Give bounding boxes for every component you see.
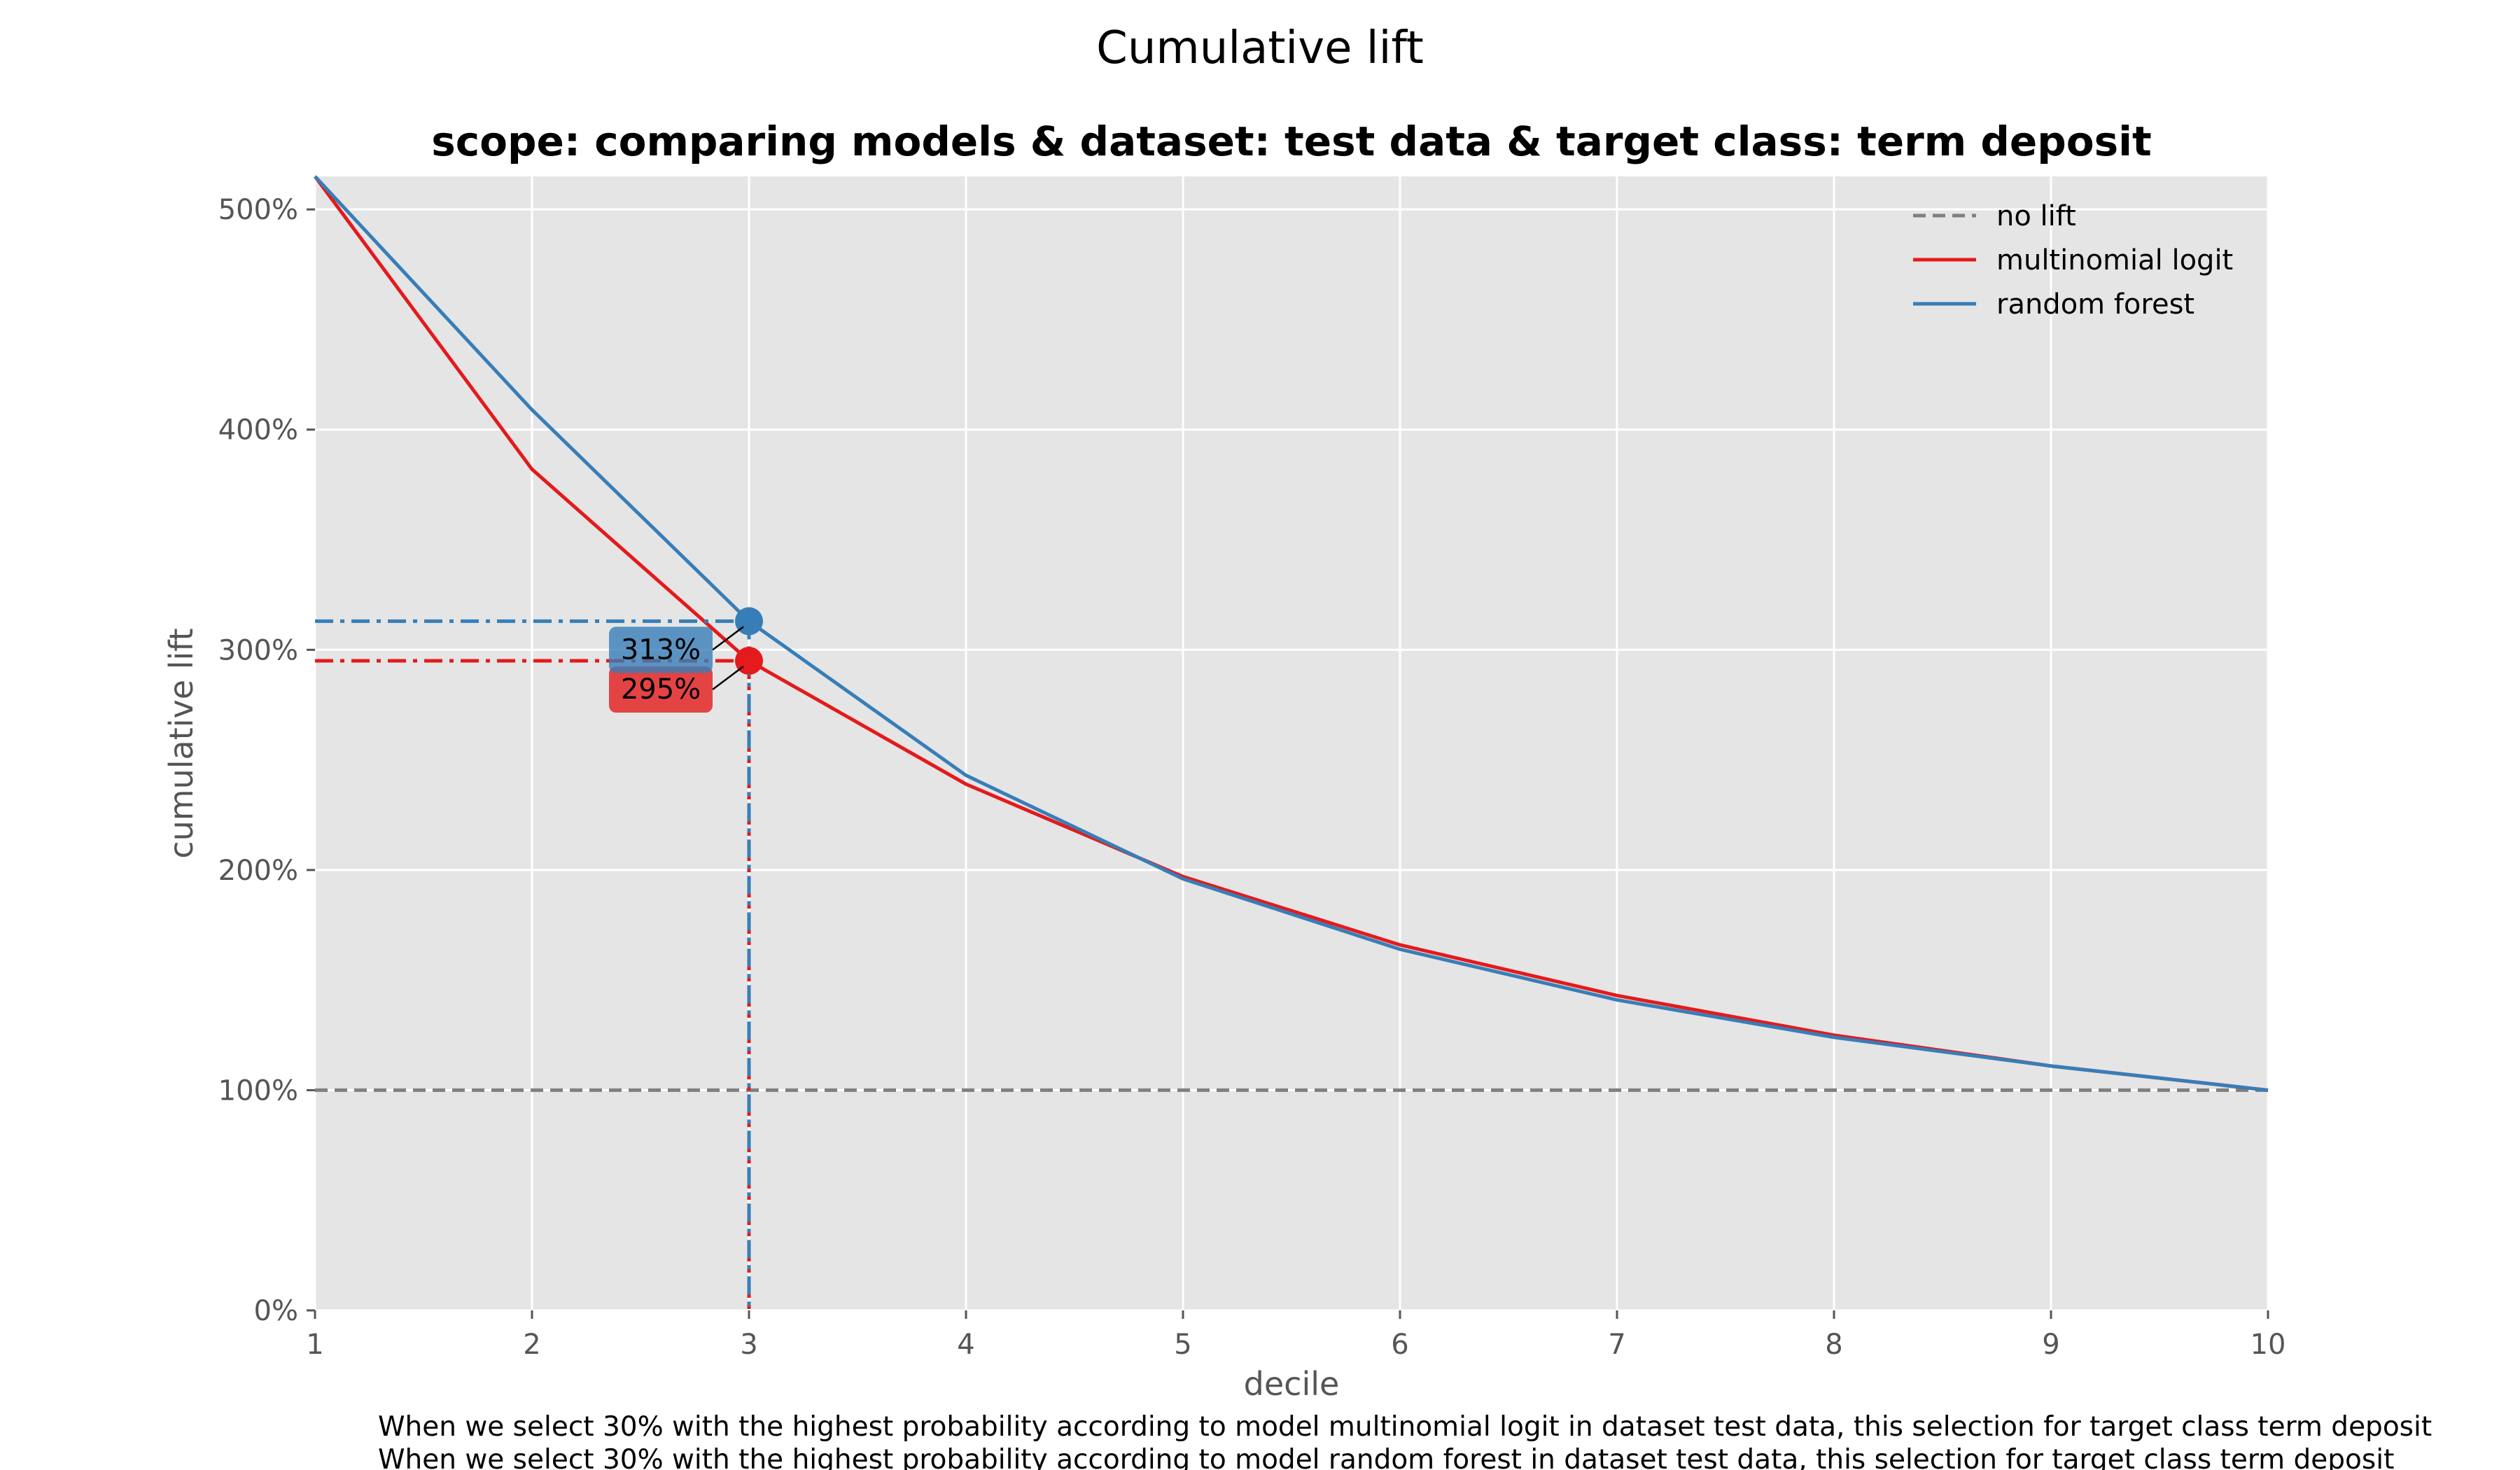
legend: no lift multinomial logit random forest bbox=[1913, 200, 2233, 321]
x-tick-label: 5 bbox=[1174, 1329, 1191, 1361]
y-tick-label: 300% bbox=[218, 634, 298, 666]
x-tick-label: 7 bbox=[1608, 1329, 1625, 1361]
y-tick-label: 400% bbox=[218, 414, 298, 447]
annotation-arrow bbox=[712, 666, 744, 691]
x-tick-label: 3 bbox=[740, 1329, 757, 1361]
axes: 1 2 3 4 5 6 7 8 9 100%100%200%300%400%500% bbox=[218, 194, 2286, 1361]
x-tick-label: 6 bbox=[1391, 1329, 1408, 1361]
x-tick-label: 9 bbox=[2042, 1329, 2059, 1361]
y-tick-label: 100% bbox=[218, 1074, 298, 1107]
series-line-random-forest bbox=[314, 175, 2269, 1092]
figure-suptitle: Cumulative lift bbox=[1096, 22, 1424, 74]
x-tick-label: 4 bbox=[957, 1329, 974, 1361]
y-tick-label: 0% bbox=[254, 1295, 298, 1327]
x-tick-label: 10 bbox=[2250, 1329, 2286, 1361]
annotation-label-box bbox=[609, 666, 713, 713]
chart-title: scope: comparing models & dataset: test … bbox=[431, 118, 2152, 165]
y-tick-label: 200% bbox=[218, 855, 298, 887]
legend-label: random forest bbox=[1996, 288, 2194, 321]
x-tick-label: 1 bbox=[306, 1329, 323, 1361]
x-axis-label: decile bbox=[1244, 1365, 1340, 1403]
footnote-line-2: When we select 30% with the highest prob… bbox=[378, 1444, 2394, 1470]
annotation-arrow bbox=[712, 626, 744, 651]
x-tick-label: 8 bbox=[1825, 1329, 1842, 1361]
annotation-label: 313% bbox=[621, 634, 701, 666]
annotations: 295% 313% bbox=[315, 607, 763, 1310]
annotation-label: 295% bbox=[621, 673, 701, 706]
y-tick-label: 500% bbox=[218, 194, 298, 226]
annotation-label-box bbox=[609, 626, 713, 673]
series-group bbox=[313, 175, 2269, 1092]
plot-area: 1 2 3 4 5 6 7 8 9 100%100%200%300%400%500% 295%31… bbox=[218, 175, 2286, 1361]
legend-label: no lift bbox=[1996, 200, 2076, 232]
y-axis-label: cumulative lift bbox=[162, 628, 200, 858]
plot-background bbox=[315, 176, 2268, 1310]
legend-label: multinomial logit bbox=[1996, 244, 2233, 276]
footnote-line-1: When we select 30% with the highest prob… bbox=[378, 1411, 2432, 1443]
x-tick-label: 2 bbox=[523, 1329, 540, 1361]
